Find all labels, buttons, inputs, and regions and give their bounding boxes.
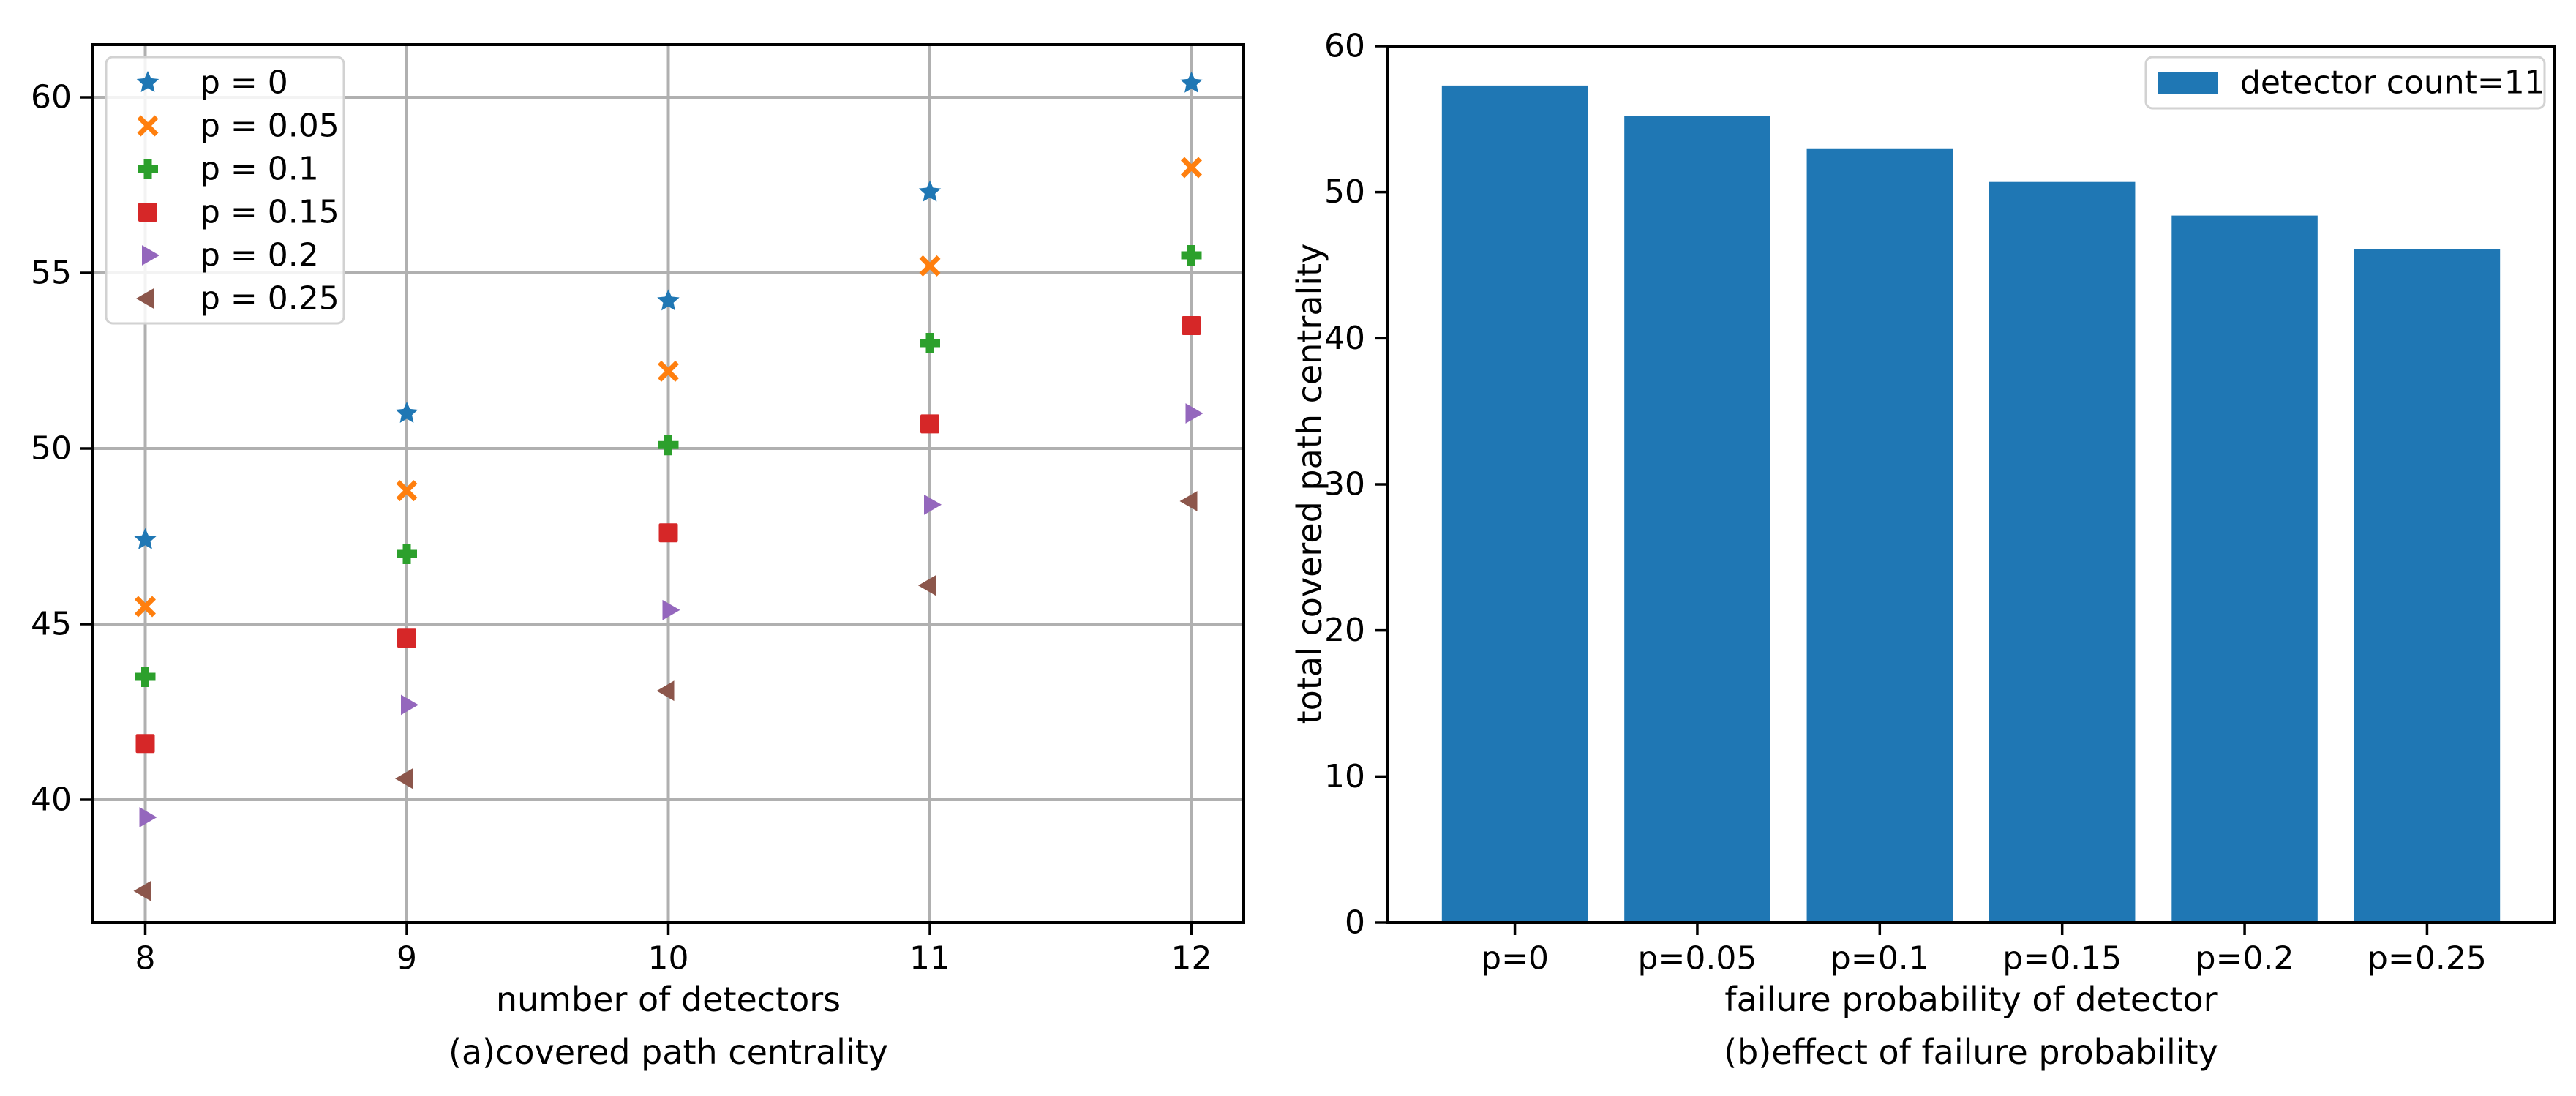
x-tick-label: 9 bbox=[397, 940, 417, 977]
legend-label: p = 0 bbox=[200, 64, 288, 102]
y-tick-label: 30 bbox=[1324, 466, 1365, 503]
scatter-point-s3-x12 bbox=[1182, 316, 1201, 335]
scatter-point-s4-x8 bbox=[139, 807, 157, 827]
y-tick-label: 40 bbox=[1324, 320, 1365, 357]
legend-marker-triangle-left bbox=[136, 288, 154, 309]
scatter-point-s4-x10 bbox=[662, 599, 680, 620]
left-caption: (a)covered path centrality bbox=[448, 1032, 888, 1072]
x-tick-label: 10 bbox=[648, 940, 689, 977]
legend-label: p = 0.05 bbox=[200, 108, 339, 145]
scatter-point-s2-x9 bbox=[397, 544, 417, 564]
scatter-point-s3-x9 bbox=[397, 628, 416, 648]
legend-marker-x bbox=[137, 115, 159, 137]
scatter-point-s1-x11 bbox=[919, 255, 941, 277]
scatter-point-s2-x12 bbox=[1181, 245, 1202, 266]
x-tick-label: 8 bbox=[135, 940, 156, 977]
scatter-point-s3-x11 bbox=[920, 414, 939, 434]
scatter-point-s5-x11 bbox=[918, 575, 936, 596]
bar-p=0 bbox=[1441, 85, 1588, 923]
scatter-point-s1-x8 bbox=[135, 596, 156, 618]
x-tick-label: p=0 bbox=[1481, 940, 1549, 977]
y-tick-label: 10 bbox=[1324, 758, 1365, 795]
legend-marker-square bbox=[138, 203, 157, 222]
bar-p=0.2 bbox=[2171, 215, 2318, 923]
scatter-point-s2-x8 bbox=[135, 667, 156, 687]
right-ylabel: total covered path centrality bbox=[1290, 243, 1329, 724]
y-tick-label: 20 bbox=[1324, 612, 1365, 649]
x-tick-label: p=0.25 bbox=[2367, 940, 2487, 977]
bar-legend: detector count=11 bbox=[2144, 56, 2546, 110]
scatter-point-s5-x12 bbox=[1179, 491, 1198, 511]
y-tick-label: 45 bbox=[31, 606, 72, 643]
y-tick-label: 50 bbox=[31, 430, 72, 468]
y-tick-label: 0 bbox=[1345, 904, 1365, 942]
legend-box bbox=[105, 56, 345, 325]
legend-patch bbox=[2158, 72, 2218, 94]
bar-p=0.1 bbox=[1806, 148, 1953, 923]
bar-p=0.15 bbox=[1989, 181, 2136, 923]
bar-plot: 0 10 20 30 40 50 60 p=0 p=0.05 p=0.1 p=0.15 p=0.2 p=… bbox=[1324, 28, 2556, 977]
bar-p=0.25 bbox=[2354, 249, 2501, 923]
scatter-point-s2-x10 bbox=[658, 435, 679, 456]
x-tick-label: p=0.05 bbox=[1638, 940, 1757, 977]
scatter-point-s0-x8 bbox=[134, 528, 157, 549]
scatter-point-s5-x8 bbox=[133, 880, 151, 901]
left-xlabel: number of detectors bbox=[495, 980, 841, 1019]
right-caption: (b)effect of failure probability bbox=[1724, 1032, 2218, 1072]
legend-label: p = 0.15 bbox=[200, 194, 339, 231]
x-tick-label: p=0.1 bbox=[1830, 940, 1929, 977]
legend-marker-star bbox=[136, 71, 159, 92]
scatter-point-s5-x10 bbox=[656, 680, 675, 702]
scatter-point-s3-x10 bbox=[658, 523, 678, 543]
legend-label: p = 0.1 bbox=[200, 151, 319, 188]
scatter-point-s0-x12 bbox=[1180, 71, 1203, 93]
scatter-point-s0-x10 bbox=[657, 289, 680, 311]
scatter-point-s3-x8 bbox=[135, 734, 155, 754]
scatter-point-s4-x9 bbox=[401, 694, 418, 716]
y-tick-label: 60 bbox=[1324, 28, 1365, 65]
x-tick-label: 12 bbox=[1171, 940, 1212, 977]
y-tick-label: 60 bbox=[31, 79, 72, 116]
scatter-point-s0-x11 bbox=[918, 180, 942, 202]
legend-marker-plus bbox=[138, 159, 158, 179]
bar-p=0.05 bbox=[1624, 116, 1770, 923]
scatter-point-s2-x11 bbox=[920, 333, 940, 353]
legend-label: p = 0.2 bbox=[200, 237, 319, 274]
y-tick-label: 50 bbox=[1324, 173, 1365, 211]
scatter-point-s5-x9 bbox=[395, 768, 413, 789]
legend-marker-triangle-right bbox=[142, 245, 159, 266]
scatter-point-s1-x9 bbox=[396, 480, 418, 502]
y-tick-label: 40 bbox=[31, 781, 72, 819]
y-tick-label: 55 bbox=[31, 255, 72, 292]
legend-label: detector count=11 bbox=[2240, 64, 2545, 102]
right-xlabel: failure probability of detector bbox=[1724, 980, 2218, 1019]
scatter-point-s0-x9 bbox=[395, 402, 418, 423]
scatter-point-s4-x11 bbox=[924, 494, 942, 515]
x-tick-label: 11 bbox=[909, 940, 950, 977]
scatter-point-s4-x12 bbox=[1185, 403, 1203, 424]
x-tick-label: p=0.2 bbox=[2196, 940, 2294, 977]
scatter-point-s1-x10 bbox=[658, 360, 679, 382]
x-tick-label: p=0.15 bbox=[2002, 940, 2122, 977]
scatter-point-s1-x12 bbox=[1181, 157, 1202, 179]
scatter-legend: p = 0 p = 0.05 p = 0.1 p = 0.15 p = 0.2 p = 0… bbox=[105, 56, 345, 325]
legend-box bbox=[2144, 56, 2546, 110]
legend-label: p = 0.25 bbox=[200, 280, 339, 318]
